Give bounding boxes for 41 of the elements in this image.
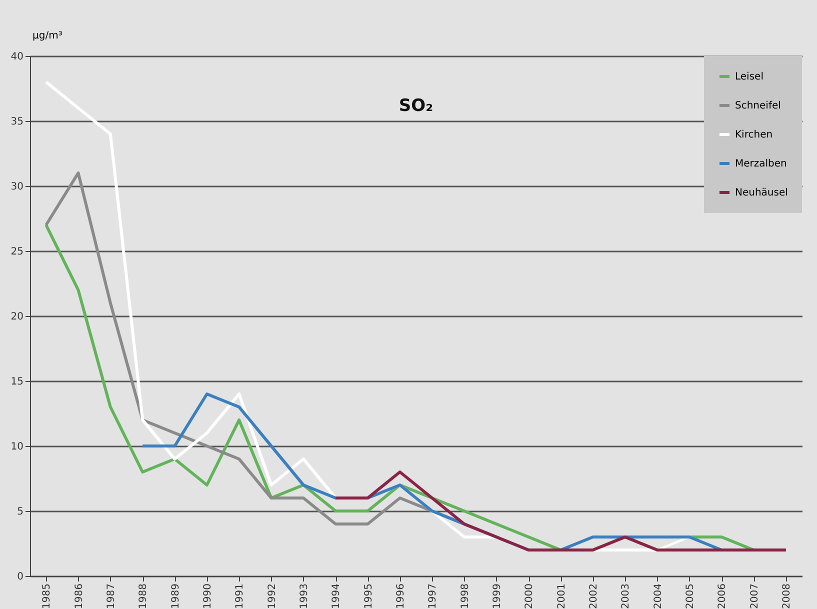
x-tick-label: 1995: [363, 584, 374, 609]
y-tick-label: 30: [10, 182, 24, 192]
y-tick-label: 10: [10, 442, 24, 452]
x-tick-label: 1990: [202, 584, 214, 609]
x-tick-label: 2001: [556, 584, 568, 609]
x-tick-label: 1994: [331, 584, 342, 609]
x-tick-label: 1988: [138, 584, 150, 609]
x-tick-label: 1986: [74, 584, 85, 609]
legend-label: Kirchen: [735, 130, 773, 140]
legend-label: Merzalben: [735, 158, 787, 170]
y-tick-label: 20: [10, 312, 24, 322]
legend-label: Leisel: [735, 72, 764, 82]
x-tick-label: 2006: [717, 584, 728, 609]
x-tick-label: 2005: [684, 584, 696, 609]
x-tick-label: 1993: [298, 584, 310, 609]
x-tick-label: 2002: [588, 584, 600, 609]
x-tick-label: 1987: [106, 584, 117, 609]
text: SO₂: [398, 96, 434, 116]
x-tick-label: 1991: [234, 584, 246, 609]
y-tick-label: 15: [10, 376, 24, 388]
x-tick-label: 2004: [652, 584, 664, 609]
y-tick-label: 0: [17, 572, 24, 582]
x-tick-label: 1992: [266, 584, 278, 609]
y-tick-label: 40: [10, 52, 24, 62]
x-tick-label: 2003: [620, 584, 632, 609]
y-tick-label: 35: [10, 116, 24, 128]
x-tick-label: 2007: [749, 584, 760, 609]
x-tick-label: 1998: [460, 584, 471, 609]
x-tick-label: 2008: [781, 584, 792, 609]
legend-label: Schneifel: [735, 100, 781, 112]
x-tick-label: 1989: [170, 584, 182, 609]
x-tick-label: 1985: [42, 584, 53, 609]
y-axis-title: µg/m³: [32, 30, 62, 42]
x-tick-label: 1999: [492, 584, 503, 609]
y-tick-label: 5: [17, 506, 24, 518]
x-tick-label: 1996: [395, 584, 406, 609]
y-tick-label: 25: [10, 246, 24, 258]
x-tick-label: 1997: [428, 584, 439, 609]
legend-label: Neuhäusel: [735, 188, 788, 198]
line-series: [334, 470, 788, 552]
x-tick-label: 2000: [524, 584, 536, 609]
